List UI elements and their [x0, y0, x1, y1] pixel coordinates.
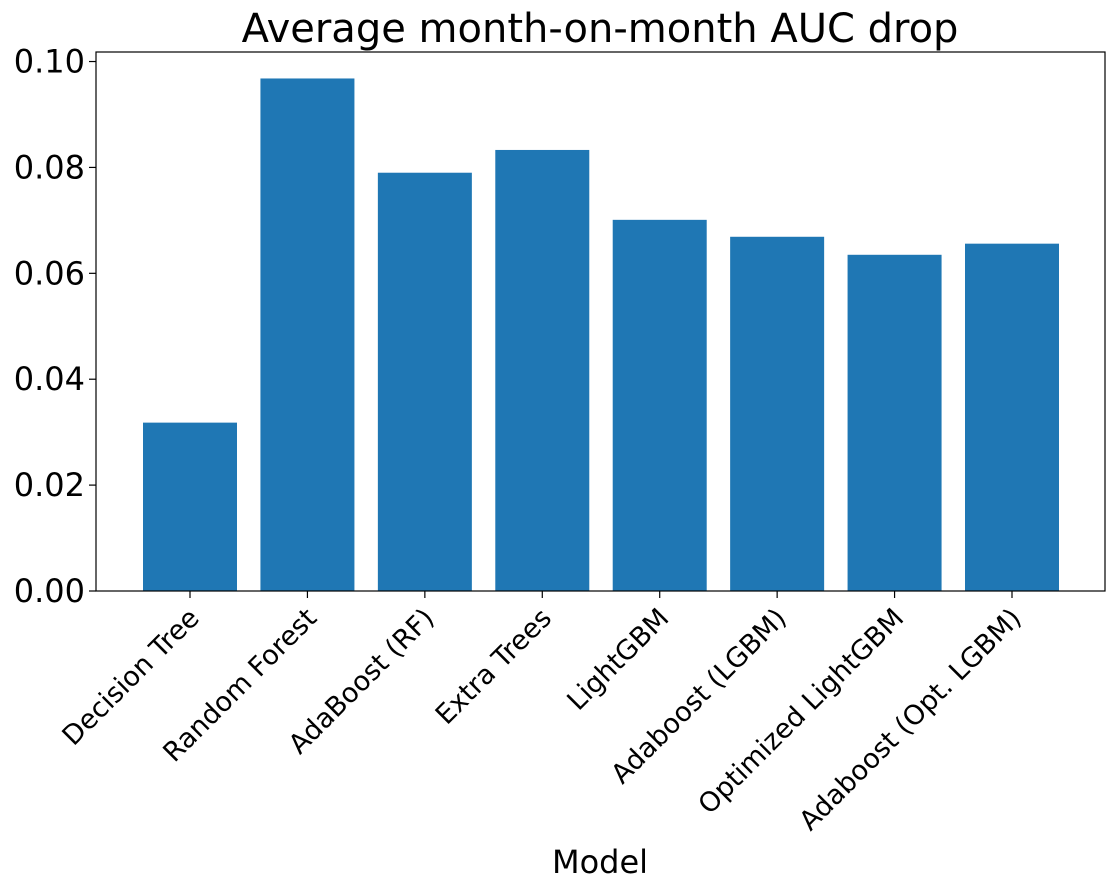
bar-6 [847, 254, 942, 592]
bar-5 [730, 236, 825, 591]
bar-4 [612, 219, 707, 591]
y-tick-label: 0.10 [14, 43, 85, 81]
x-axis-label: Model [552, 843, 648, 881]
bar-2 [377, 172, 472, 591]
y-tick-label: 0.04 [14, 360, 85, 398]
y-tick-label: 0.08 [14, 148, 85, 186]
bar-0 [143, 422, 237, 591]
y-tick-label: 0.00 [14, 572, 85, 610]
bars-group [143, 78, 1059, 592]
y-tick-label: 0.06 [14, 254, 85, 292]
plot-frame [95, 51, 1106, 592]
y-axis: 0.00 0.02 0.04 0.06 0.08 0.10 [14, 43, 96, 610]
y-tick-label: 0.02 [14, 466, 85, 504]
chart-title: Average month-on-month AUC drop [242, 6, 959, 52]
bar-1 [260, 78, 355, 592]
bar-7 [965, 243, 1059, 592]
bar-3 [495, 149, 590, 591]
